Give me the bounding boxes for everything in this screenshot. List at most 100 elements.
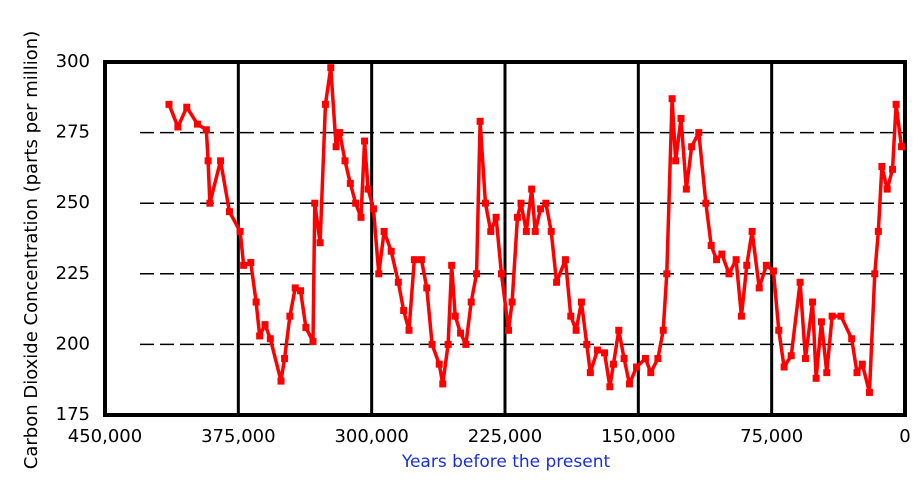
plot-frame: [103, 60, 907, 417]
data-point: [858, 360, 866, 368]
data-point: [762, 261, 770, 269]
data-point: [517, 199, 525, 207]
data-line: [167, 65, 904, 395]
data-point: [713, 256, 721, 264]
data-point: [236, 227, 244, 235]
data-point: [780, 363, 788, 371]
data-point: [467, 298, 475, 306]
data-point: [457, 329, 465, 337]
data-point: [743, 261, 751, 269]
data-point: [256, 332, 264, 340]
data-point: [874, 227, 882, 235]
data-point: [725, 270, 733, 278]
data-point: [677, 114, 685, 122]
data-point: [702, 199, 710, 207]
data-point: [375, 270, 383, 278]
data-point: [620, 355, 628, 363]
data-point: [537, 205, 545, 213]
data-point: [387, 247, 395, 255]
data-point: [577, 298, 585, 306]
data-point: [183, 103, 191, 111]
data-point: [247, 259, 255, 267]
data-point: [462, 340, 470, 348]
data-point: [878, 162, 886, 170]
data-point: [240, 261, 248, 269]
data-point: [346, 179, 354, 187]
data-point: [663, 270, 671, 278]
data-point: [202, 126, 210, 134]
data-point: [542, 199, 550, 207]
data-point: [848, 335, 856, 343]
data-point: [302, 323, 310, 331]
data-point: [601, 349, 609, 357]
x-tick-label: 150,000: [601, 426, 675, 447]
data-point: [165, 100, 173, 108]
data-point: [357, 213, 365, 221]
x-tick-label: 450,000: [68, 426, 142, 447]
data-point: [481, 199, 489, 207]
data-point: [718, 250, 726, 258]
data-point: [522, 227, 530, 235]
x-axis-label: Years before the present: [401, 452, 611, 472]
data-point: [817, 318, 825, 326]
data-point: [261, 321, 269, 329]
data-point: [206, 199, 214, 207]
data-point: [394, 278, 402, 286]
data-point: [311, 199, 319, 207]
data-point: [528, 185, 536, 193]
data-point: [297, 287, 305, 295]
data-point: [451, 312, 459, 320]
data-point: [266, 335, 274, 343]
data-point: [853, 369, 861, 377]
data-point: [380, 227, 388, 235]
data-point: [615, 326, 623, 334]
data-point: [688, 143, 696, 151]
data-point: [336, 129, 344, 137]
data-point: [796, 278, 804, 286]
data-point: [609, 360, 617, 368]
data-point: [252, 298, 260, 306]
data-point: [531, 227, 539, 235]
data-point: [497, 270, 505, 278]
data-point: [787, 352, 795, 360]
data-point: [193, 120, 201, 128]
data-point: [492, 213, 500, 221]
data-point: [547, 227, 555, 235]
data-point: [625, 380, 633, 388]
data-point: [633, 363, 641, 371]
data-point: [400, 307, 408, 315]
x-tick-label: 75,000: [740, 426, 803, 447]
data-point: [809, 298, 817, 306]
data-point: [606, 383, 614, 391]
data-point: [883, 185, 891, 193]
data-point: [444, 340, 452, 348]
data-point: [277, 377, 285, 385]
data-point: [513, 213, 521, 221]
data-point: [672, 157, 680, 165]
data-point: [473, 270, 481, 278]
data-point: [435, 360, 443, 368]
y-tick-label: 275: [56, 122, 90, 143]
data-point: [417, 256, 425, 264]
data-point: [487, 227, 495, 235]
data-point: [553, 278, 561, 286]
data-point: [217, 157, 225, 165]
data-point: [695, 129, 703, 137]
data-point: [341, 157, 349, 165]
data-point: [769, 267, 777, 275]
data-point: [823, 369, 831, 377]
data-point: [801, 355, 809, 363]
data-point: [309, 338, 317, 346]
data-point: [732, 256, 740, 264]
data-point: [369, 205, 377, 213]
data-point: [572, 326, 580, 334]
data-point: [410, 256, 418, 264]
data-point: [659, 326, 667, 334]
data-point: [682, 185, 690, 193]
data-point: [321, 100, 329, 108]
data-point: [316, 239, 324, 247]
data-point: [204, 157, 212, 165]
data-point: [281, 355, 289, 363]
